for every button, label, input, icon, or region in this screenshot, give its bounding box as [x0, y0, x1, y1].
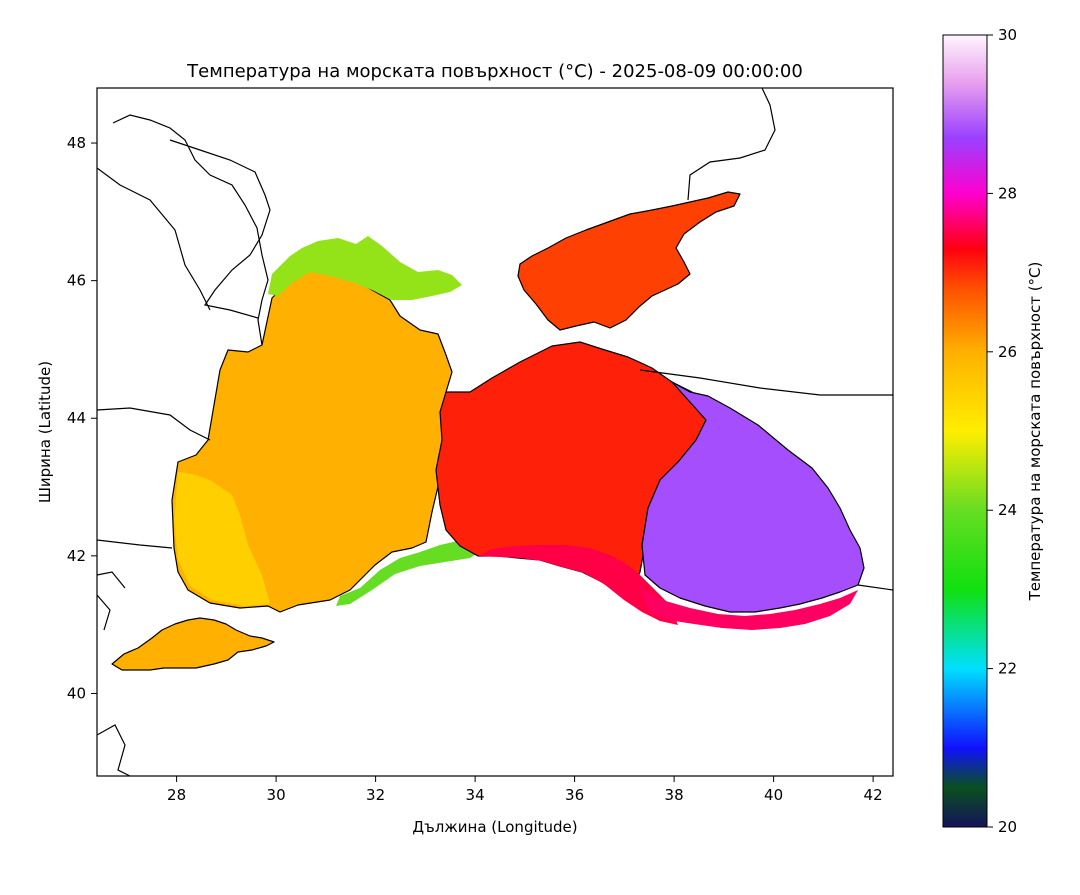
y-tick-label: 40: [67, 684, 86, 702]
colorbar-tick-label: 22: [998, 660, 1017, 678]
coastline-borders: [97, 88, 893, 776]
x-tick-label: 38: [665, 786, 684, 804]
x-tick-label: 34: [466, 786, 485, 804]
y-tick-label: 44: [67, 409, 86, 427]
colorbar-ticks: 20 22 24 26 28 30: [987, 26, 1017, 836]
x-tick-label: 36: [565, 786, 584, 804]
x-axis-ticks: 28 30 32 34 36 38 40 42: [167, 776, 883, 804]
region-western-shelf: [174, 472, 270, 606]
x-tick-label: 42: [864, 786, 883, 804]
region-south-western-coast: [336, 540, 478, 606]
y-tick-label: 48: [67, 134, 86, 152]
colorbar-tick-label: 24: [998, 501, 1017, 519]
colorbar-tick-label: 20: [998, 818, 1017, 836]
x-axis-label: Дължина (Longitude): [412, 818, 577, 836]
x-tick-label: 30: [267, 786, 286, 804]
x-tick-label: 40: [764, 786, 783, 804]
colorbar-tick-label: 28: [998, 184, 1017, 202]
region-south-central-coast: [478, 545, 678, 625]
colorbar-label: Температура на морската повърхност (°C): [1026, 262, 1044, 602]
region-sea-of-azov: [517, 191, 741, 331]
region-eastern-basin: [641, 381, 865, 613]
plot-frame: [96, 87, 894, 777]
colorbar-tick-label: 30: [998, 26, 1017, 44]
colorbar-tick-label: 26: [998, 343, 1017, 361]
y-axis-ticks: 40 42 44 46 48: [67, 134, 97, 702]
x-tick-label: 32: [366, 786, 385, 804]
y-tick-label: 46: [67, 272, 86, 290]
chart-title: Температура на морската повърхност (°C) …: [186, 61, 803, 82]
sst-regions: [111, 191, 865, 671]
x-tick-label: 28: [167, 786, 186, 804]
y-axis-label: Ширина (Latitude): [36, 361, 54, 503]
region-south-eastern-coast: [640, 588, 858, 630]
y-tick-label: 42: [67, 547, 86, 565]
map-layer: [97, 88, 893, 776]
region-north-western-shelf: [268, 236, 462, 300]
region-sea-of-marmara: [111, 617, 275, 671]
colorbar: [942, 34, 988, 828]
